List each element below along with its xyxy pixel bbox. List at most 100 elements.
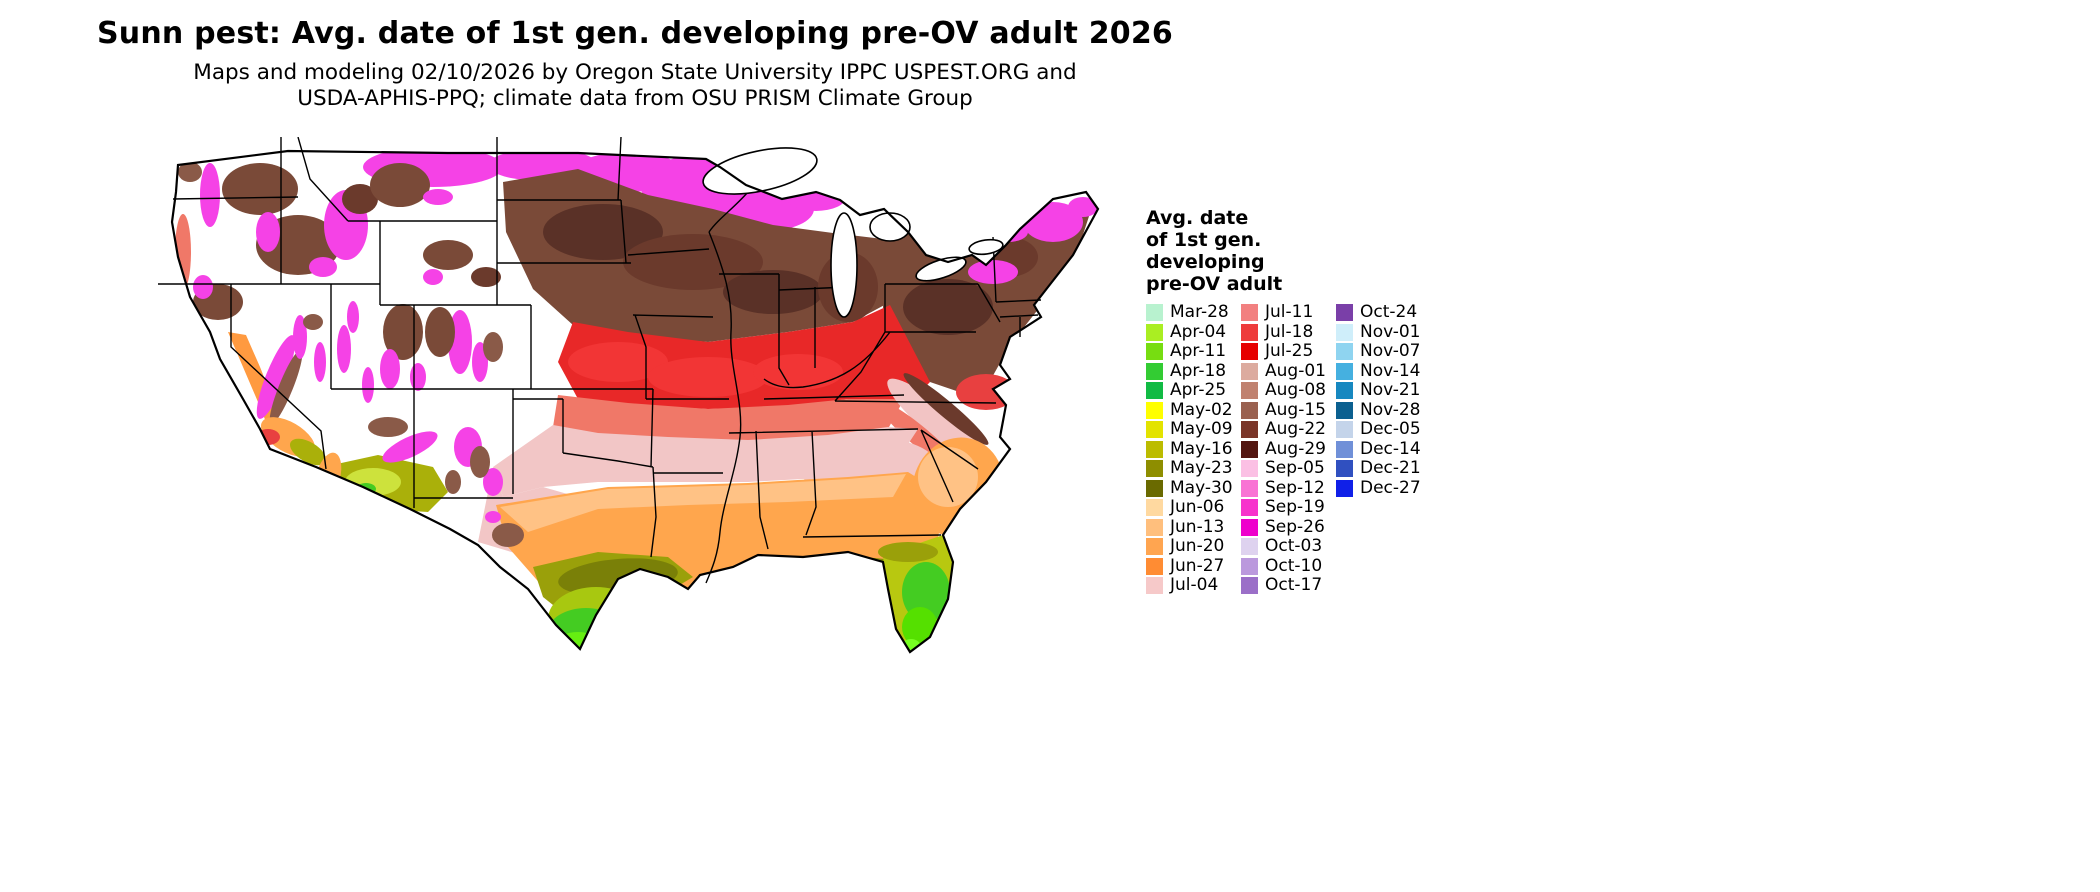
legend-column: Jul-11 Jul-18 Jul-25 Aug-01 Aug-08 Aug-15 Aug-… xyxy=(1241,303,1336,596)
legend-label: Nov-14 xyxy=(1360,360,1421,381)
legend-swatch xyxy=(1146,304,1163,322)
legend-swatch xyxy=(1336,343,1353,361)
legend-swatch xyxy=(1146,499,1163,517)
legend-swatch xyxy=(1146,479,1163,497)
legend-swatch xyxy=(1146,538,1163,556)
legend-swatch xyxy=(1146,362,1163,380)
page-title: Sunn pest: Avg. date of 1st gen. develop… xyxy=(96,16,1173,51)
legend-swatch xyxy=(1241,499,1258,517)
subtitle-line-2: USDA-APHIS-PPQ; climate data from OSU PR… xyxy=(297,86,973,111)
legend-item: Oct-10 xyxy=(1241,556,1336,577)
legend-label: Dec-21 xyxy=(1360,458,1421,479)
legend-swatch xyxy=(1241,518,1258,536)
legend-item: Aug-01 xyxy=(1241,360,1336,382)
legend-label: Oct-17 xyxy=(1265,575,1323,596)
legend-item: Dec-05 xyxy=(1336,420,1451,440)
legend-item: May-16 xyxy=(1146,439,1241,460)
legend-swatch xyxy=(1241,304,1258,322)
legend-label: Apr-04 xyxy=(1170,321,1227,342)
legend-label: Apr-18 xyxy=(1170,360,1227,381)
legend-item: Dec-21 xyxy=(1336,459,1451,479)
legend-item: Oct-03 xyxy=(1241,537,1336,557)
us-outline xyxy=(170,149,1100,654)
legend-item: Aug-22 xyxy=(1241,420,1336,440)
map-raster xyxy=(172,151,1098,652)
legend-column: Mar-28 Apr-04 Apr-11 Apr-18 Apr-25 May-02 May-… xyxy=(1146,303,1241,596)
great-lakes xyxy=(702,147,1004,318)
legend-swatch xyxy=(1241,557,1258,575)
legend-swatch xyxy=(1241,401,1258,419)
legend-label: Aug-15 xyxy=(1265,399,1326,420)
subtitle: Maps and modeling 02/10/2026 by Oregon S… xyxy=(0,60,1270,112)
legend-item: Apr-18 xyxy=(1146,360,1241,382)
legend-label: Dec-27 xyxy=(1360,477,1421,498)
legend-swatch xyxy=(1336,401,1353,419)
us-map-svg xyxy=(158,136,1100,654)
legend-label: May-30 xyxy=(1170,477,1233,498)
legend-label: Aug-08 xyxy=(1265,380,1326,401)
legend-label: Sep-05 xyxy=(1265,458,1325,479)
legend-swatch xyxy=(1241,440,1258,458)
legend-label: Aug-01 xyxy=(1265,360,1326,381)
legend-item: Oct-17 xyxy=(1241,576,1336,596)
legend-swatch xyxy=(1336,479,1353,497)
legend-swatch xyxy=(1241,362,1258,380)
legend-label: Jul-04 xyxy=(1170,575,1219,596)
legend-item: Aug-15 xyxy=(1241,399,1336,421)
legend-item: Jul-11 xyxy=(1241,303,1336,323)
legend-swatch xyxy=(1241,479,1258,497)
subtitle-line-1: Maps and modeling 02/10/2026 by Oregon S… xyxy=(193,60,1077,85)
legend-label: Nov-07 xyxy=(1360,341,1421,362)
legend-item: Aug-08 xyxy=(1241,381,1336,401)
legend-label: Sep-12 xyxy=(1265,477,1325,498)
legend-label: Aug-29 xyxy=(1265,438,1326,459)
legend-swatch xyxy=(1146,440,1163,458)
legend-swatch xyxy=(1241,382,1258,400)
legend-swatch xyxy=(1241,421,1258,439)
legend-item: Jul-18 xyxy=(1241,322,1336,343)
legend-label: Jun-20 xyxy=(1170,536,1225,557)
legend-item: Jun-20 xyxy=(1146,537,1241,557)
legend-label: Jun-27 xyxy=(1170,555,1225,576)
legend-swatch xyxy=(1336,382,1353,400)
legend-title-line: Avg. date xyxy=(1146,207,1249,229)
legend-title: Avg. date of 1st gen. developing pre-OV … xyxy=(1146,207,1491,295)
legend-label: Nov-28 xyxy=(1360,399,1421,420)
legend: Avg. date of 1st gen. developing pre-OV … xyxy=(1146,207,1491,596)
legend-item: Sep-12 xyxy=(1241,477,1336,499)
legend-swatch xyxy=(1336,323,1353,341)
legend-label: May-23 xyxy=(1170,458,1233,479)
legend-item: Aug-29 xyxy=(1241,438,1336,460)
legend-label: May-02 xyxy=(1170,399,1233,420)
legend-swatch xyxy=(1146,557,1163,575)
legend-label: Aug-22 xyxy=(1265,419,1326,440)
legend-title-line: developing xyxy=(1146,251,1265,273)
legend-column: Oct-24 Nov-01 Nov-07 Nov-14 Nov-21 Nov-28 Dec-… xyxy=(1336,303,1451,596)
legend-item: Nov-28 xyxy=(1336,399,1451,421)
legend-item: Nov-01 xyxy=(1336,321,1451,343)
legend-item: May-23 xyxy=(1146,459,1241,479)
legend-swatch xyxy=(1146,421,1163,439)
legend-swatch xyxy=(1146,382,1163,400)
legend-label: Dec-14 xyxy=(1360,438,1421,459)
legend-item: Jun-06 xyxy=(1146,498,1241,518)
legend-item: Jun-27 xyxy=(1146,555,1241,577)
legend-label: Nov-01 xyxy=(1360,321,1421,342)
legend-swatch xyxy=(1336,460,1353,478)
legend-columns: Mar-28 Apr-04 Apr-11 Apr-18 Apr-25 May-02 May-… xyxy=(1146,303,1491,596)
legend-label: Jul-11 xyxy=(1265,302,1314,323)
legend-item: Nov-14 xyxy=(1336,360,1451,382)
legend-label: Jul-25 xyxy=(1265,341,1314,362)
legend-label: Oct-03 xyxy=(1265,536,1323,557)
legend-item: Sep-26 xyxy=(1241,517,1336,538)
legend-item: May-30 xyxy=(1146,477,1241,499)
legend-label: Nov-21 xyxy=(1360,380,1421,401)
legend-item: Apr-04 xyxy=(1146,321,1241,343)
legend-swatch xyxy=(1146,518,1163,536)
us-map xyxy=(148,136,1113,662)
legend-item: Oct-24 xyxy=(1336,303,1451,323)
legend-label: Apr-11 xyxy=(1170,341,1227,362)
legend-swatch xyxy=(1241,538,1258,556)
legend-item: Dec-14 xyxy=(1336,438,1451,460)
legend-swatch xyxy=(1146,577,1163,595)
